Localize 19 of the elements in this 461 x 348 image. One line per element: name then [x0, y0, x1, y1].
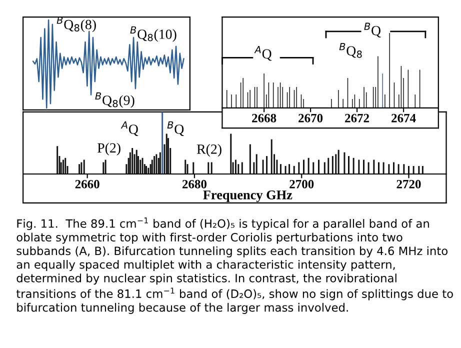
x-axis-title: Frequency GHz: [203, 190, 292, 202]
x-tick-label: 2672: [345, 114, 370, 122]
x-tick-label: 2720: [396, 180, 421, 188]
annotation: $^{A}$Q: [254, 46, 272, 61]
annotation: $^{B}$Q$_{8}$(10): [130, 26, 176, 42]
annotation: $^{B}$Q: [167, 121, 184, 136]
x-tick-label: 2670: [298, 114, 323, 122]
x-tick-label: 2700: [290, 180, 314, 188]
x-tick-label: 2674: [392, 114, 416, 122]
annotation: $^{B}$Q$_{8}$(9): [95, 92, 134, 108]
x-tick-label: 2680: [182, 180, 206, 188]
x-tick-label: 2668: [252, 114, 276, 122]
annotation: R(2): [196, 144, 222, 157]
annotation: $^{A}$Q: [120, 121, 138, 136]
annotation: $^{B}$Q$_{8}$: [339, 43, 362, 58]
annotation: P(2): [98, 142, 120, 156]
text: Fig. 11. The 89.1 cm$^{−1}$ band of (H₂O)₅ is typical for a parallel band of an oblate symmetric top with first-order Coriolis perturbations into two subbands (A, B). Bifurcation tunneling splits each transition by 4.6 MHz into an equally spaced multiplet with a characteristic intensity pattern, determined by nuclear spin statistics. In contrast, the rovibrational transitions of the 81.1 cm$^{−1}$ band of (D₂O)₅, show no sign of splittings due to bifurcation tunneling because of the larger mass involved.: [16, 218, 453, 314]
annotation: $^{B}$Q: [364, 22, 381, 38]
x-tick-label: 2660: [75, 180, 100, 188]
